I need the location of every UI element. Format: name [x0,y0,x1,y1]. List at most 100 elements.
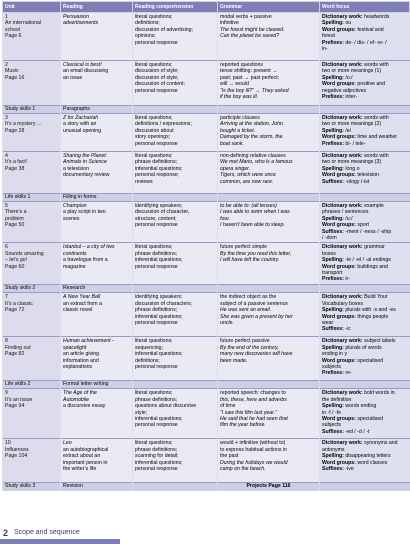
word-focus-label: Dictionary work: [322,203,363,209]
reading-cell-text: an issue [63,74,83,81]
grammar-cell-line: I was able to swim when I was [220,209,317,215]
reading-cell-text: a play script in two [63,209,106,216]
unit-page: Page 50 [5,222,25,229]
skills-row: Life skills 2 Formal letter writing [2,380,410,389]
word-focus-cell: Dictionary work: words with two or more m… [319,60,410,106]
unit-cell: 4 It’s a fact! Page 38 [2,151,61,194]
header-unit: Unit [2,1,61,13]
word-focus-cell-line: Suffixes: -ology /-ist [322,179,408,185]
reading-cell-text: Animals in Science [63,159,107,166]
reading-cell-text: Leo [63,440,72,447]
word-focus-cell-text: synonyms and [362,440,398,447]
reading-cell-line: Persuasion [63,14,130,20]
skills-extra [217,193,320,202]
table-row: 6 Sounds amazing – let’s go! Page 60 Istanbu… [2,242,410,285]
grammar-cell-text: He was sent an email. [220,307,272,314]
skills-empty-cell [132,105,218,114]
reading-cell-line: a discursive essay [63,403,130,409]
word-focus-cell-text: television [355,172,379,179]
word-focus-cell-line: Spelling: plurals of words [322,345,408,351]
word-focus-cell-text: Vocabulary boxes [322,300,363,307]
header-reading: Reading [60,1,133,13]
word-focus-cell-line: antonyms [322,447,408,453]
word-focus-cell-text: /u:/ [343,215,353,222]
grammar-cell: non-defining relative clauses We met Mari… [217,151,320,194]
reading-cell-line: spacelight [63,345,130,351]
reading-cell-text: advertisements [63,20,99,27]
word-focus-cell: Dictionary work: bold words in the defini… [319,388,410,439]
word-focus-cell-line: Word groups: specialised [322,358,408,364]
word-focus-cell-line: Dictionary work: example [322,203,408,209]
skills-extra [217,284,320,293]
footer-bar [0,539,120,544]
grammar-cell: to be able to: (all tenses) I was able to… [217,200,320,243]
word-focus-cell-line: Dictionary work: Build Your [322,294,408,300]
unit-page: Page 28 [5,127,25,134]
grammar-cell-text: He said that he had seen that [220,416,288,423]
grammar-cell-text: uncle. [220,320,234,327]
word-focus-cell: Dictionary work: synonyms and antonyms Spe… [319,438,410,483]
word-focus-cell-line: Word groups: festival and [322,27,408,33]
comprehension-cell-line: personal response [135,87,178,94]
word-focus-cell: Dictionary work: words with two or more m… [319,151,410,194]
word-focus-cell-line: Suffixes: -ment / -ness / -ship [322,229,408,235]
reading-cell: Sharing the Planet: Animals in Science a t… [60,151,133,194]
grammar-cell-text: been made. [220,357,248,364]
word-focus-cell: Dictionary work: Build Your Vocabulary bo… [319,292,410,337]
reading-cell-line: continents [63,251,130,257]
table-row: 3 It’s a mystery ... Page 28 Z for Zacharia… [2,113,410,152]
unit-title: Sounds amazing [5,250,44,257]
table-row: 7 It’s a classic Page 72 A New Year Ball an … [2,292,410,337]
word-focus-label: Word groups: [322,313,356,320]
word-focus-cell-text: Build Your [362,294,388,301]
reading-cell: A New Year Ball an extract from a classic … [60,292,133,337]
word-focus-label: Word groups: [322,416,356,423]
grammar-cell-line: non-defining relative clauses [220,153,317,159]
grammar-cell-text: the indirect object as the [220,294,277,301]
word-focus-label: Word groups: [322,222,356,229]
unit-number: 2 [5,62,8,68]
word-focus-cell-text: specialised [355,416,384,423]
reading-cell-text: spacelight [63,344,87,351]
unit-title: There’s a [5,209,27,216]
reading-cell: Human achievement - spacelight an article … [60,336,133,381]
word-focus-cell-text: subjects [322,364,342,371]
skills-label: Study skills 3 [2,482,61,491]
grammar-cell-line: reported speech: changes to [220,390,317,396]
word-focus-cell-text: transport [322,270,343,277]
comprehension-cell-line: personal response [135,222,178,229]
grammar-cell-line: been made. [220,358,317,364]
skills-label: Study skills 2 [2,284,61,293]
grammar-cell-line: camp on the beach. [220,466,317,472]
word-focus-cell-text: negative adjectives [322,87,367,94]
grammar-cell: future perfect simple By the time you rea… [217,242,320,285]
grammar-cell-line: The forest might be cleared. [220,27,317,33]
grammar-cell-text: She was given a present by her [220,313,293,320]
page-footer: 2 Scope and sequence [0,522,410,544]
word-focus-cell-line: Prefixes: de- / dis- / ef- re- / [322,40,408,46]
word-focus-cell-text: antonyms [322,446,345,453]
grammar-cell-text: I will have left the country. [220,257,280,264]
table-row: 1 An international school Page 6 Persuasion a… [2,12,410,61]
word-focus-cell-text: time and weather [355,134,398,141]
table-row: 10 Influences Page 104 Leo an autobiographic… [2,438,410,483]
word-focus-label: Dictionary work: [322,115,363,121]
word-focus-cell-line: Dictionary work: words with [322,153,408,159]
comprehension-cell-line: questions about discursive [135,403,197,410]
word-focus-label: Spelling: [322,20,344,27]
reading-cell-text: scenes [63,215,80,222]
word-focus-cell-line: Prefixes: ir- [322,276,408,282]
grammar-cell-text: subject of a passive sentence [220,300,289,307]
word-focus-cell-line: Word groups: things people [322,314,408,320]
comprehension-cell-line: inferential questions; [135,313,183,320]
grammar-cell-text: past; past → past perfect; [220,74,280,81]
word-focus-cell-text: subjects [322,422,342,429]
comprehension-cell-line: personal response [135,466,178,473]
comprehension-cell-line: discussion about [135,127,174,134]
word-focus-cell-text: example [362,203,384,209]
grammar-cell-text: this, these, here and adverbs [220,396,287,403]
word-focus-cell-text: words with [362,62,389,68]
word-focus-cell-text: subject labels [362,338,396,345]
word-focus-cell-line: Word groups: buildings and [322,264,408,270]
reading-cell: Z for Zachariah a story with an unusual op… [60,113,133,152]
